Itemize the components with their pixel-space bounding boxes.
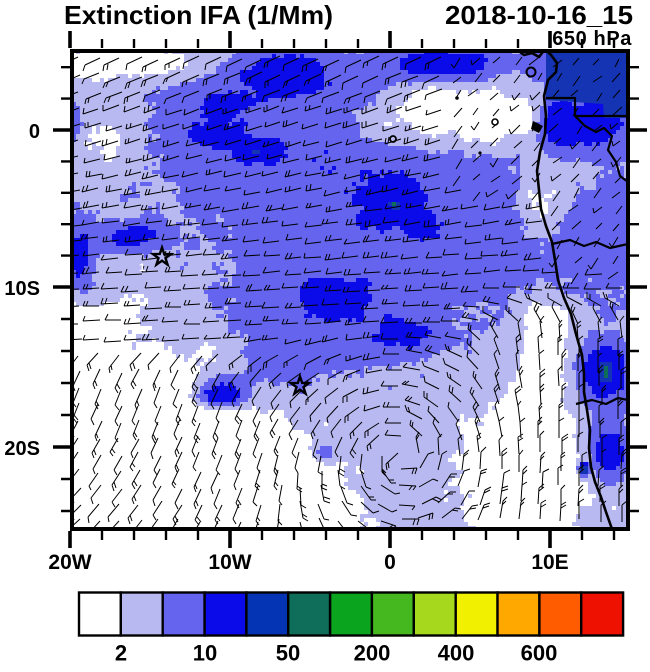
svg-text:50: 50 (276, 641, 300, 666)
svg-text:200: 200 (354, 641, 391, 666)
svg-text:10W: 10W (208, 551, 251, 574)
svg-text:10: 10 (193, 641, 217, 666)
svg-text:650 hPa: 650 hPa (552, 28, 632, 50)
svg-text:1: 1 (139, 262, 145, 274)
svg-text:2: 2 (115, 641, 127, 666)
svg-text:20W: 20W (48, 551, 91, 574)
svg-text:10E: 10E (531, 551, 568, 574)
svg-text:0: 0 (384, 551, 396, 574)
svg-text:0: 0 (29, 121, 40, 143)
svg-text:10S: 10S (4, 278, 40, 300)
svg-text:Extinction IFA (1/Mm): Extinction IFA (1/Mm) (64, 0, 333, 30)
svg-text:400: 400 (438, 641, 475, 666)
svg-text:600: 600 (521, 641, 558, 666)
svg-text:2018-10-16_15: 2018-10-16_15 (445, 0, 633, 30)
svg-text:20S: 20S (4, 438, 40, 460)
